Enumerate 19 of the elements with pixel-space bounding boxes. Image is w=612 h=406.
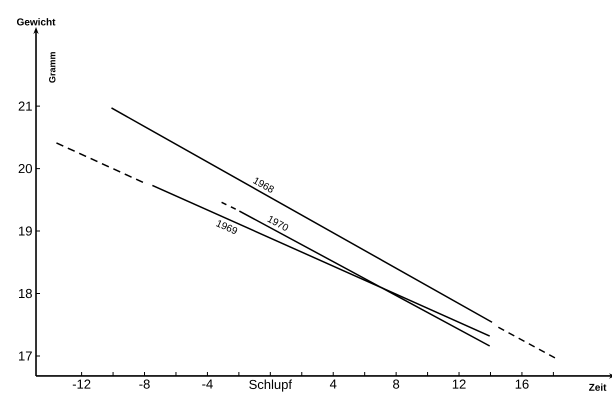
text: 1970 bbox=[267, 216, 288, 231]
y-tick-label: 17 bbox=[19, 352, 32, 360]
text: 1969 bbox=[216, 220, 238, 234]
text: 1968 bbox=[252, 178, 274, 192]
x-tick-label: 12 bbox=[452, 380, 466, 389]
x-tick-label: Schlupf bbox=[249, 380, 292, 392]
x-tick-label: 8 bbox=[393, 380, 400, 389]
y-tick-label: 20 bbox=[18, 164, 32, 174]
y-axis-title: Gewicht bbox=[16, 18, 56, 26]
y-tick-label: 18 bbox=[19, 288, 32, 298]
x-tick-label: -4 bbox=[202, 380, 213, 388]
x-tick-label: 16 bbox=[516, 380, 529, 389]
y-tick-label: 21 bbox=[18, 102, 32, 111]
x-tick-label: -8 bbox=[139, 380, 150, 389]
x-axis-title: Zeit bbox=[588, 384, 606, 391]
x-tick-label: 4 bbox=[330, 380, 336, 388]
x-tick-label: -12 bbox=[72, 380, 90, 389]
y-tick-label: 19 bbox=[19, 226, 32, 236]
annotation: Gramm bbox=[49, 52, 56, 83]
